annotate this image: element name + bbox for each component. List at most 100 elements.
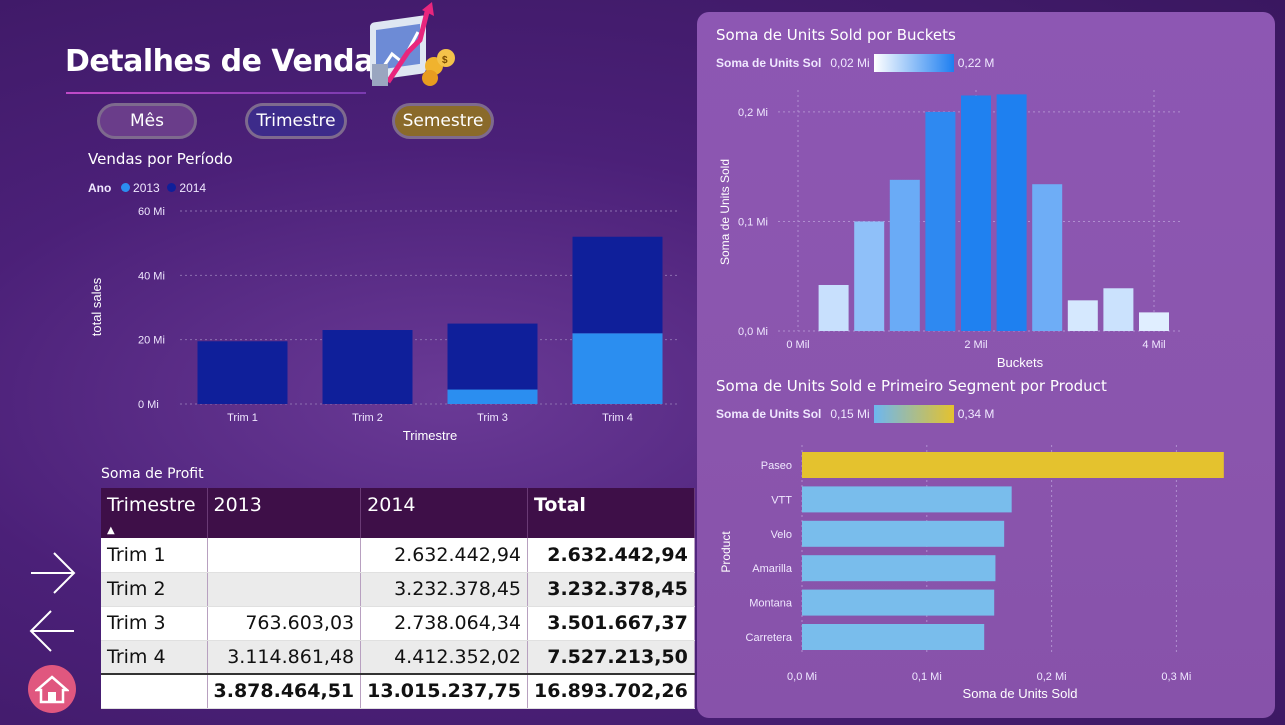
x-tick-label: 0 Mil xyxy=(786,339,809,351)
bar-2014 xyxy=(447,323,538,390)
bar xyxy=(802,452,1224,478)
product-legend-gradient xyxy=(873,405,954,423)
bar xyxy=(1139,312,1169,331)
bar xyxy=(996,94,1027,331)
cell-2013: 763.603,03 xyxy=(207,606,362,641)
title-underline xyxy=(66,92,366,94)
semestre-button[interactable]: Semestre xyxy=(392,103,494,139)
buckets-legend: Soma de Units Sol 0,02 Mi 0,22 M xyxy=(716,54,994,72)
y-tick-label: 0,0 Mi xyxy=(738,326,768,338)
buckets-bar-chart: 0,0 Mi 0,1 Mi 0,2 Mi 0 Mil 2 Mil 4 Mil Buckets… xyxy=(718,90,1180,370)
buckets-legend-min: 0,02 Mi xyxy=(830,56,870,70)
bar-2014 xyxy=(197,341,288,404)
table-row: Trim 1 2.632.442,94 2.632.442,94 xyxy=(101,538,695,573)
y-tick-label: 60 Mi xyxy=(138,206,165,218)
sales-legend-title: Ano xyxy=(88,181,112,195)
bar xyxy=(925,111,956,331)
x-tick-label: 2 Mil xyxy=(964,339,987,351)
x-tick-label: 0,3 Mi xyxy=(1161,671,1191,683)
bar xyxy=(889,179,920,331)
home-button[interactable] xyxy=(28,665,76,713)
cell-2013 xyxy=(207,538,362,573)
arrow-left-icon[interactable] xyxy=(27,608,77,654)
y-tick-label: Paseo xyxy=(761,460,792,472)
x-tick-label: Trim 2 xyxy=(352,412,383,424)
bar-2013 xyxy=(572,333,663,404)
cell-2014: 2.632.442,94 xyxy=(360,538,528,573)
y-axis-title: Product xyxy=(719,531,733,573)
x-tick-label: 0,1 Mi xyxy=(912,671,942,683)
cell-2013: 3.114.861,48 xyxy=(207,640,362,675)
y-axis-title: Soma de Units Sold xyxy=(718,159,732,265)
bar xyxy=(802,486,1012,513)
buckets-chart-title: Soma de Units Sold por Buckets xyxy=(716,26,956,44)
trimestre-button[interactable]: Trimestre xyxy=(245,103,347,139)
x-tick-label: Trim 1 xyxy=(227,412,258,424)
bar xyxy=(1032,184,1063,331)
x-axis-title: Soma de Units Sold xyxy=(963,686,1078,701)
sales-bar-chart: 0 Mi 20 Mi 40 Mi 60 Mi Trim 1 Trim 2 Trim 3 Tri… xyxy=(89,206,680,443)
bar xyxy=(818,284,849,331)
y-tick-label: Carretera xyxy=(746,632,793,644)
product-chart-title: Soma de Units Sold e Primeiro Segment po… xyxy=(716,377,1107,395)
table-total-row: 3.878.464,51 13.015.237,75 16.893.702,26 xyxy=(101,673,695,709)
cell-2013 xyxy=(207,572,362,607)
product-legend-max: 0,34 M xyxy=(957,407,995,421)
x-axis-title: Trimestre xyxy=(403,428,457,443)
header-total[interactable]: Total xyxy=(527,488,695,538)
bar-2014 xyxy=(322,330,413,404)
bar xyxy=(802,624,985,650)
bar-2013 xyxy=(447,389,538,404)
arrow-right-icon[interactable] xyxy=(28,550,78,596)
sales-illustration-icon: $ xyxy=(370,2,455,86)
y-tick-label: 0,1 Mi xyxy=(738,216,768,228)
x-tick-label: 0,0 Mi xyxy=(787,671,817,683)
table-row: Trim 4 3.114.861,48 4.412.352,02 7.527.2… xyxy=(101,640,695,675)
sales-legend: Ano 2013 2014 xyxy=(88,181,206,195)
legend-2014-swatch xyxy=(167,183,177,192)
sort-ascending-icon: ▲ xyxy=(107,525,115,536)
cell-total: 3.232.378,45 xyxy=(527,572,695,607)
cell-2014: 4.412.352,02 xyxy=(360,640,528,675)
header-2014[interactable]: 2014 xyxy=(360,488,528,538)
cell-trimestre: Trim 3 xyxy=(101,606,208,641)
y-tick-label: Velo xyxy=(771,529,792,541)
bar xyxy=(1103,288,1134,331)
mes-button[interactable]: Mês xyxy=(97,103,197,139)
x-tick-label: 4 Mil xyxy=(1142,339,1165,351)
header-trimestre[interactable]: Trimestre ▲ xyxy=(101,488,208,538)
table-row: Trim 2 3.232.378,45 3.232.378,45 xyxy=(101,572,695,607)
home-icon xyxy=(35,675,69,704)
cell-trimestre: Trim 4 xyxy=(101,640,208,675)
y-axis-title: total sales xyxy=(89,277,104,336)
x-tick-label: Trim 4 xyxy=(602,412,633,424)
bar xyxy=(802,555,996,582)
profit-table-title: Soma de Profit xyxy=(101,466,204,482)
x-axis-title: Buckets xyxy=(997,355,1044,370)
cell-trimestre: Trim 1 xyxy=(101,538,208,573)
bar xyxy=(802,589,995,616)
y-tick-label: Montana xyxy=(749,598,793,610)
svg-text:$: $ xyxy=(442,55,448,66)
product-legend: Soma de Units Sol 0,15 Mi 0,34 M xyxy=(716,405,994,423)
legend-2013-swatch xyxy=(120,183,130,192)
header-trimestre-label: Trimestre xyxy=(107,494,196,516)
cell-trimestre: Trim 2 xyxy=(101,572,208,607)
cell-grand-total: 16.893.702,26 xyxy=(527,673,695,709)
buckets-legend-gradient xyxy=(873,54,954,72)
legend-2014-label: 2014 xyxy=(179,181,207,195)
product-legend-min: 0,15 Mi xyxy=(830,407,870,421)
sales-chart-title: Vendas por Período xyxy=(88,150,233,168)
buckets-legend-label: Soma de Units Sol xyxy=(716,56,822,70)
y-tick-label: 0,2 Mi xyxy=(738,107,768,119)
y-tick-label: VTT xyxy=(771,494,792,506)
product-legend-label: Soma de Units Sol xyxy=(716,407,822,421)
y-tick-label: Amarilla xyxy=(752,563,793,575)
header-2013[interactable]: 2013 xyxy=(207,488,362,538)
table-row: Trim 3 763.603,03 2.738.064,34 3.501.667… xyxy=(101,606,695,641)
cell-2014-total: 13.015.237,75 xyxy=(360,673,528,709)
profit-table: Trimestre ▲ 2013 2014 Total Trim 1 2.632… xyxy=(101,488,695,709)
x-tick-label: Trim 3 xyxy=(477,412,508,424)
bar-2014 xyxy=(572,236,663,334)
bar xyxy=(854,221,885,331)
